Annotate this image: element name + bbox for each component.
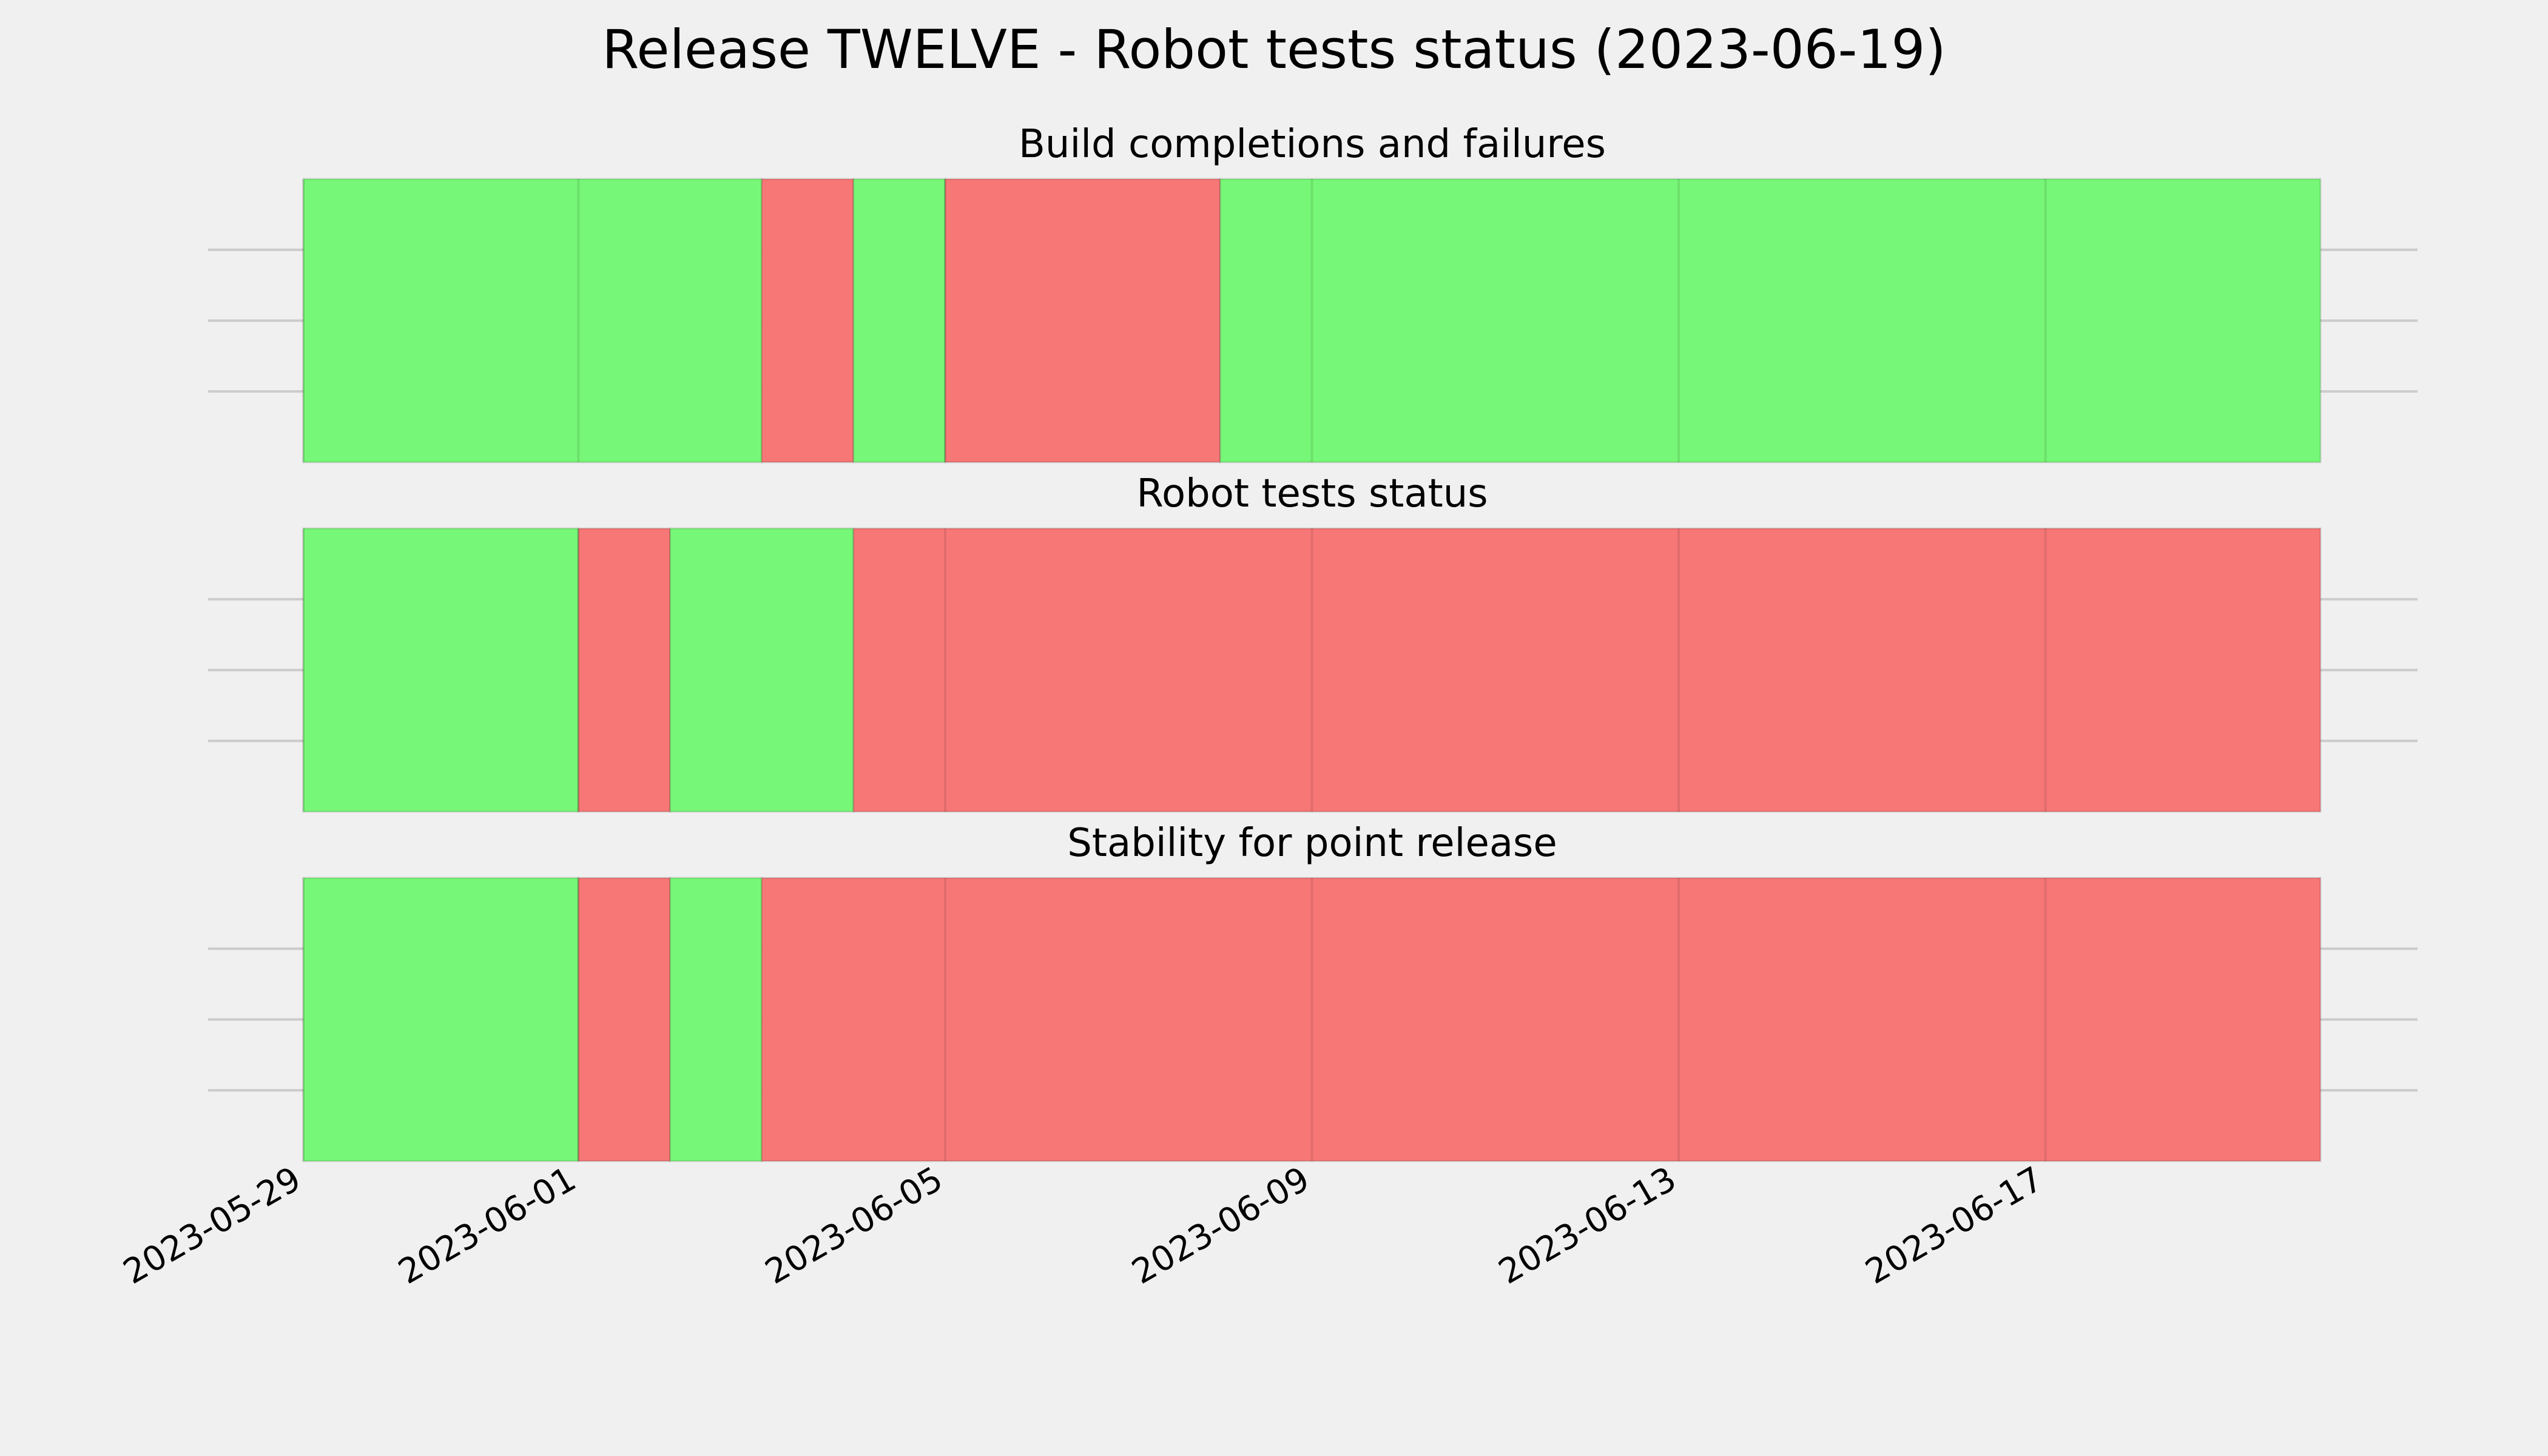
status-segment-pass [852, 178, 946, 463]
status-segment-pass [669, 527, 855, 813]
panel-1: Build completions and failures [208, 122, 2418, 463]
status-segment-pass [1219, 178, 2322, 463]
status-segment-fail [577, 527, 672, 813]
status-segment-fail [761, 877, 2322, 1162]
status-segment-fail [577, 877, 672, 1162]
panels: Build completions and failures Robot test… [208, 122, 2418, 1162]
panel-2: Robot tests status [208, 471, 2418, 813]
panel-title: Stability for point release [1067, 821, 1557, 866]
panel-title: Robot tests status [1136, 471, 1488, 516]
panel-3: Stability for point release [208, 821, 2418, 1162]
status-segment-pass [302, 178, 763, 463]
status-segment-fail [944, 178, 1221, 463]
status-segment-fail [852, 527, 2322, 813]
status-segment-pass [302, 877, 579, 1162]
status-segment-pass [669, 877, 763, 1162]
panel-title: Build completions and failures [1019, 122, 1606, 167]
status-segment-fail [761, 178, 855, 463]
chart-title: Release TWELVE - Robot tests status (202… [602, 18, 1946, 81]
status-segment-pass [302, 527, 579, 813]
